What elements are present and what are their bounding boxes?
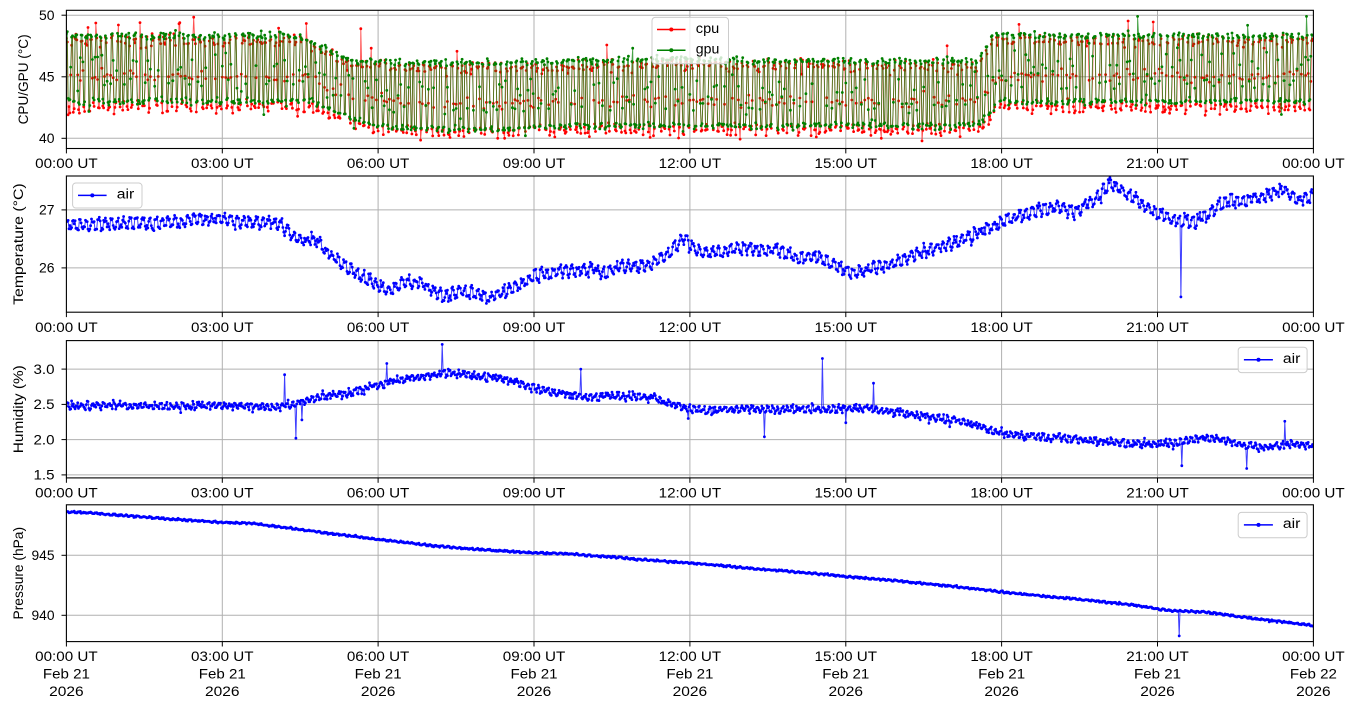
svg-text:00:00 UT: 00:00 UT (1282, 649, 1345, 664)
svg-text:940: 940 (32, 608, 55, 623)
svg-text:air: air (117, 187, 135, 202)
svg-text:12:00 UT: 12:00 UT (659, 156, 722, 171)
svg-text:Feb 21: Feb 21 (43, 667, 90, 682)
svg-text:12:00 UT: 12:00 UT (659, 649, 722, 664)
svg-text:2026: 2026 (517, 684, 552, 699)
svg-text:00:00 UT: 00:00 UT (1282, 156, 1345, 171)
svg-text:45: 45 (39, 70, 55, 85)
svg-text:03:00 UT: 03:00 UT (191, 320, 254, 335)
svg-text:2026: 2026 (49, 684, 84, 699)
svg-text:21:00 UT: 21:00 UT (1126, 320, 1189, 335)
svg-text:00:00 UT: 00:00 UT (35, 320, 98, 335)
svg-text:03:00 UT: 03:00 UT (191, 486, 254, 501)
svg-text:27: 27 (39, 203, 55, 218)
svg-text:2026: 2026 (205, 684, 240, 699)
svg-text:air: air (1283, 516, 1301, 531)
svg-text:2026: 2026 (984, 684, 1019, 699)
svg-text:2026: 2026 (361, 684, 396, 699)
svg-text:Feb 21: Feb 21 (355, 667, 402, 682)
svg-text:40: 40 (39, 131, 55, 146)
svg-text:Feb 21: Feb 21 (511, 667, 558, 682)
svg-text:06:00 UT: 06:00 UT (347, 320, 410, 335)
svg-text:gpu: gpu (696, 42, 720, 57)
svg-text:18:00 UT: 18:00 UT (970, 649, 1033, 664)
svg-text:18:00 UT: 18:00 UT (970, 486, 1033, 501)
svg-text:2.5: 2.5 (34, 397, 55, 412)
svg-text:12:00 UT: 12:00 UT (659, 320, 722, 335)
svg-text:21:00 UT: 21:00 UT (1126, 486, 1189, 501)
svg-text:06:00 UT: 06:00 UT (347, 486, 410, 501)
svg-text:Pressure (hPa): Pressure (hPa) (11, 527, 26, 620)
svg-text:Feb 21: Feb 21 (666, 667, 713, 682)
svg-text:2026: 2026 (829, 684, 864, 699)
svg-text:50: 50 (39, 8, 55, 23)
svg-text:15:00 UT: 15:00 UT (815, 486, 878, 501)
svg-text:12:00 UT: 12:00 UT (659, 486, 722, 501)
svg-text:15:00 UT: 15:00 UT (815, 156, 878, 171)
svg-text:Feb 22: Feb 22 (1290, 667, 1337, 682)
svg-text:Feb 21: Feb 21 (1134, 667, 1181, 682)
svg-text:18:00 UT: 18:00 UT (970, 156, 1033, 171)
svg-text:26: 26 (39, 261, 55, 276)
svg-text:CPU/GPU (°C): CPU/GPU (°C) (16, 34, 31, 124)
svg-text:3.0: 3.0 (34, 362, 55, 377)
svg-text:1.5: 1.5 (34, 468, 55, 483)
svg-text:06:00 UT: 06:00 UT (347, 156, 410, 171)
svg-text:03:00 UT: 03:00 UT (191, 649, 254, 664)
svg-text:Feb 21: Feb 21 (822, 667, 869, 682)
svg-text:00:00 UT: 00:00 UT (35, 486, 98, 501)
svg-text:09:00 UT: 09:00 UT (503, 320, 566, 335)
svg-text:945: 945 (32, 548, 55, 563)
svg-text:cpu: cpu (696, 21, 720, 36)
svg-text:15:00 UT: 15:00 UT (815, 649, 878, 664)
svg-text:21:00 UT: 21:00 UT (1126, 649, 1189, 664)
svg-text:Feb 21: Feb 21 (199, 667, 246, 682)
svg-text:Feb 21: Feb 21 (978, 667, 1025, 682)
svg-text:21:00 UT: 21:00 UT (1126, 156, 1189, 171)
svg-text:09:00 UT: 09:00 UT (503, 486, 566, 501)
svg-text:00:00 UT: 00:00 UT (1282, 320, 1345, 335)
svg-text:09:00 UT: 09:00 UT (503, 156, 566, 171)
svg-text:2026: 2026 (673, 684, 708, 699)
svg-text:15:00 UT: 15:00 UT (815, 320, 878, 335)
svg-text:2026: 2026 (1296, 684, 1331, 699)
svg-text:air: air (1283, 351, 1301, 366)
svg-text:00:00 UT: 00:00 UT (35, 156, 98, 171)
svg-text:06:00 UT: 06:00 UT (347, 649, 410, 664)
svg-text:18:00 UT: 18:00 UT (970, 320, 1033, 335)
svg-text:Temperature (°C): Temperature (°C) (11, 183, 26, 305)
svg-text:Humidity (%): Humidity (%) (11, 365, 26, 453)
svg-text:2026: 2026 (1140, 684, 1175, 699)
svg-text:00:00 UT: 00:00 UT (35, 649, 98, 664)
svg-text:2.0: 2.0 (34, 432, 55, 447)
svg-text:03:00 UT: 03:00 UT (191, 156, 254, 171)
svg-text:00:00 UT: 00:00 UT (1282, 486, 1345, 501)
svg-text:09:00 UT: 09:00 UT (503, 649, 566, 664)
